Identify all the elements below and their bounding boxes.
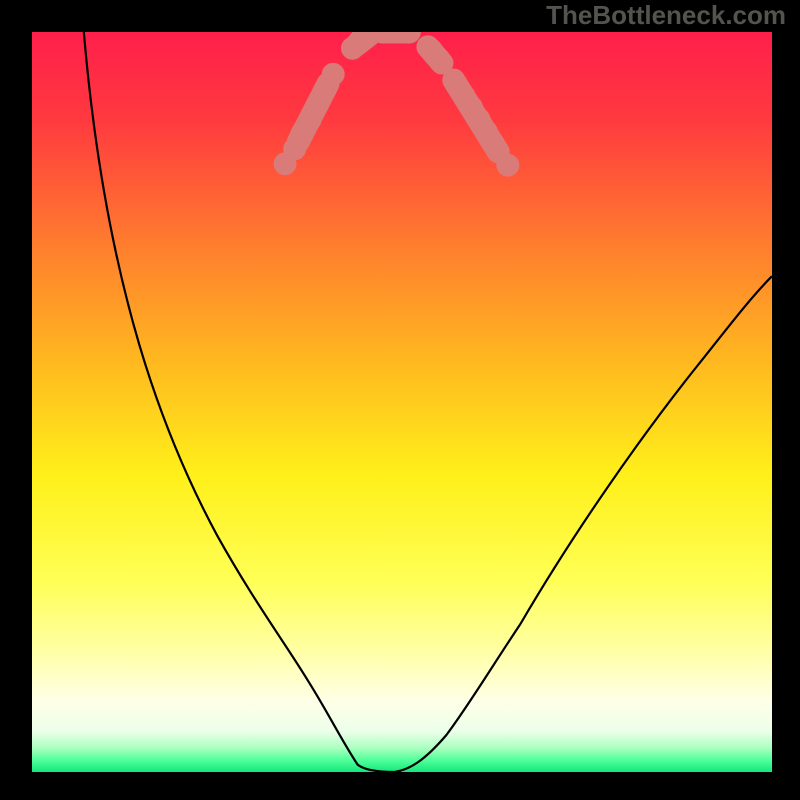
watermark-text: TheBottleneck.com xyxy=(546,0,786,31)
plot-svg xyxy=(32,32,772,772)
marker-dot xyxy=(496,154,519,177)
stage: TheBottleneck.com xyxy=(0,0,800,800)
plot-area xyxy=(32,32,772,772)
marker-dot xyxy=(322,63,345,86)
marker-dot xyxy=(428,48,451,71)
gradient-background xyxy=(32,32,772,772)
marker-dot xyxy=(482,133,505,156)
